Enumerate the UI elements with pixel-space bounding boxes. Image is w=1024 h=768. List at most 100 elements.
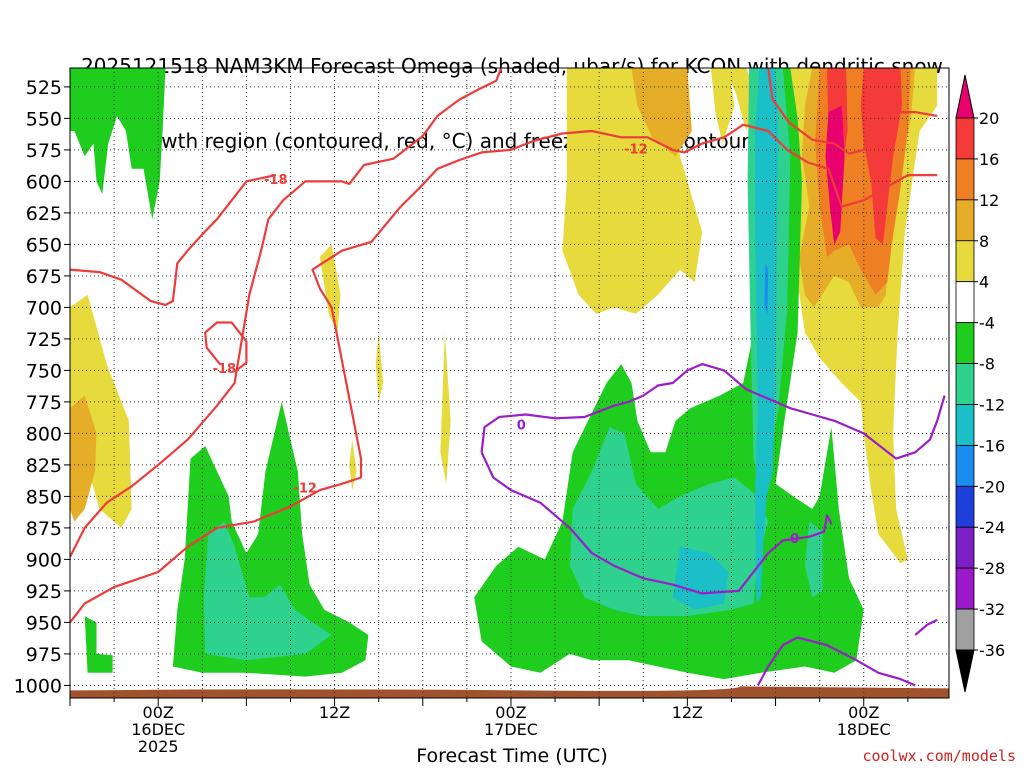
omega-region-16: [70, 68, 166, 220]
colorbar-swatch-7: [955, 363, 975, 405]
colorbar-swatch-12: [955, 567, 975, 610]
y-tick-label-575: 575: [26, 140, 62, 162]
y-tick-label-925: 925: [26, 581, 62, 603]
freezing-contour-3: [914, 618, 938, 636]
dgz-contour-label-4: -12: [624, 143, 648, 158]
omega-region-9: [631, 68, 692, 157]
y-tick-label-700: 700: [26, 297, 62, 319]
colorbar-label-3: 8: [979, 232, 989, 251]
colorbar-label-5: -4: [979, 314, 995, 333]
colorbar-label-10: -24: [979, 518, 1005, 537]
grid-lines: [69, 68, 949, 698]
freezing-contour-0: [480, 363, 946, 460]
dgz-contour-label-3: -18: [213, 362, 237, 377]
colorbar-label-9: -20: [979, 477, 1005, 496]
colorbar: 20 16 12 8 4 -4 -8 -12 -16 -20 -24 -28 -32 -36: [955, 74, 1005, 693]
y-tick-label-600: 600: [26, 171, 62, 193]
dgz-contour-label-0: -18: [264, 173, 288, 188]
omega-region-10: [70, 395, 97, 522]
omega-region-3: [440, 332, 451, 484]
ground-layer: [70, 686, 949, 698]
y-tick-label-550: 550: [26, 108, 62, 130]
y-tick-label-625: 625: [26, 203, 62, 225]
colorbar-top-tip: [955, 74, 975, 119]
omega-region-25: [672, 546, 729, 610]
colorbar-bottom-tip: [955, 649, 975, 693]
y-tick-label-775: 775: [26, 392, 62, 414]
dgz-contour-0: [70, 68, 503, 558]
colorbar-label-13: -36: [979, 641, 1005, 660]
colorbar-label-6: -8: [979, 355, 995, 374]
colorbar-swatch-5: [955, 281, 975, 324]
freezing-contour-label-0: 0: [517, 419, 526, 434]
y-tick-label-800: 800: [26, 423, 62, 445]
colorbar-swatch-13: [955, 608, 975, 651]
colorbar-label-1: 16: [979, 150, 999, 169]
dgz-contour-4: [767, 68, 938, 155]
x-tick-label-2-0: 00Z: [495, 703, 526, 722]
y-tick-label-900: 900: [26, 549, 62, 571]
colorbar-swatch-11: [955, 526, 975, 569]
freezing-contour-label-1: 0: [790, 532, 799, 547]
freezing-contour-2: [756, 636, 916, 687]
omega-region-2: [375, 332, 384, 402]
x-tick-label-0-0: 00Z: [143, 703, 174, 722]
ground-surface: [70, 686, 949, 698]
y-tick-label-725: 725: [26, 329, 62, 351]
y-tick-label-825: 825: [26, 455, 62, 477]
temperature-contours: [70, 68, 946, 687]
omega-shading: [70, 68, 938, 680]
colorbar-swatch-10: [955, 485, 975, 528]
omega-region-26: [764, 263, 769, 314]
credit-text: coolwx.com/models: [862, 747, 1016, 765]
colorbar-label-12: -32: [979, 600, 1005, 619]
colorbar-label-2: 12: [979, 191, 999, 210]
y-tick-label-950: 950: [26, 612, 62, 634]
omega-region-4: [349, 439, 357, 491]
y-tick-label-850: 850: [26, 486, 62, 508]
y-tick-label-750: 750: [26, 360, 62, 382]
omega-region-24: [755, 68, 779, 604]
dgz-contour-1: [70, 123, 938, 624]
colorbar-swatch-6: [955, 322, 975, 364]
y-tick-label-525: 525: [26, 77, 62, 99]
plot-frame: [69, 67, 950, 699]
dgz-contour-3: [204, 321, 248, 373]
colorbar-swatch-3: [955, 199, 975, 242]
dgz-contour-2: [70, 174, 277, 306]
colorbar-swatch-2: [955, 158, 975, 201]
dgz-contour-label-1: -12: [293, 482, 317, 497]
colorbar-swatch-8: [955, 404, 975, 446]
omega-region-15: [825, 105, 845, 245]
y-tick-label-875: 875: [26, 518, 62, 540]
y-tick-label-1000: 1000: [14, 675, 62, 697]
x-tick-label-0-2: 2025: [138, 737, 179, 756]
colorbar-swatch-4: [955, 240, 975, 283]
colorbar-label-11: -28: [979, 559, 1005, 578]
x-tick-label-3-0: 12Z: [672, 703, 703, 722]
y-axis: 525 550 575 600 625 650 675 700 725 750 775 800 825 8…: [14, 77, 70, 697]
x-tick-label-2-1: 17DEC: [484, 720, 538, 739]
freezing-contour-1: [480, 451, 833, 595]
contour-labels: -18 -12 -18 -12 0 0: [213, 143, 800, 547]
y-tick-label-975: 975: [26, 644, 62, 666]
colorbar-swatch-1: [955, 117, 975, 160]
colorbar-label-4: 4: [979, 273, 989, 292]
x-tick-label-4-1: 18DEC: [837, 720, 891, 739]
omega-region-17: [84, 616, 113, 673]
omega-region-6: [710, 68, 735, 144]
x-axis-label: Forecast Time (UTC): [416, 745, 608, 767]
colorbar-label-0: 20: [979, 109, 999, 128]
y-tick-label-675: 675: [26, 266, 62, 288]
colorbar-label-8: -16: [979, 436, 1005, 455]
omega-region-0: [70, 294, 132, 528]
colorbar-swatch-9: [955, 444, 975, 487]
x-tick-label-0-1: 16DEC: [131, 720, 185, 739]
x-tick-label-1-0: 12Z: [319, 703, 350, 722]
omega-region-1: [319, 244, 341, 333]
y-tick-label-650: 650: [26, 234, 62, 256]
omega-region-23: [804, 521, 823, 598]
x-tick-label-4-0: 00Z: [848, 703, 879, 722]
